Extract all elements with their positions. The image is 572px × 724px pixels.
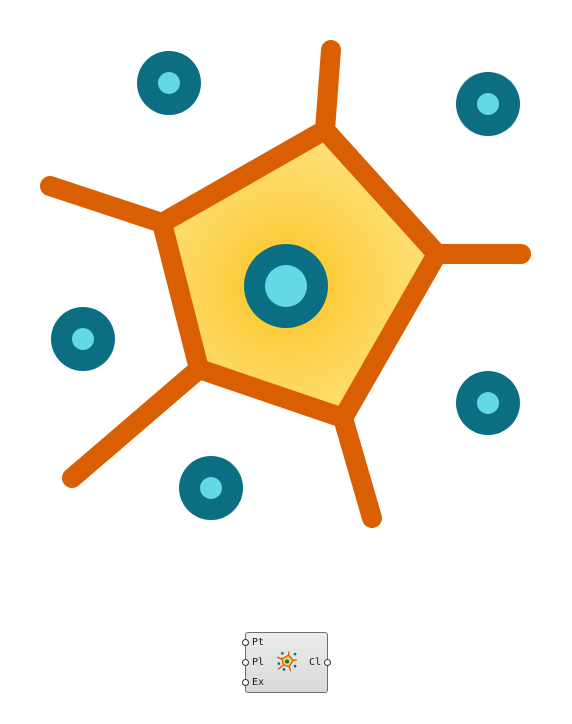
input-label-ex[interactable]: Ex [252, 677, 265, 688]
output-label-cl[interactable]: Cl [308, 657, 321, 668]
input-label-pl[interactable]: Pl [252, 657, 265, 668]
edge-ray-bottom-left [62, 359, 209, 488]
input-grip-ex[interactable] [242, 679, 249, 686]
neighbor-point [456, 72, 520, 136]
input-grip-pt[interactable] [242, 639, 249, 646]
neighbor-point [51, 307, 115, 371]
cell-center-point [244, 244, 328, 328]
input-label-pt[interactable]: Pt [252, 637, 265, 648]
neighbor-point [137, 51, 201, 115]
neighbor-point [456, 371, 520, 435]
voronoi-cell-component[interactable]: Pt Pl Ex Cl [242, 632, 331, 693]
output-grip-cl[interactable] [324, 659, 331, 666]
voronoi-cell-illustration [40, 40, 531, 528]
voronoi-cell-icon [276, 651, 298, 672]
neighbor-point [179, 456, 243, 520]
edge-ray-left [40, 176, 172, 233]
input-grip-pl[interactable] [242, 659, 249, 666]
edge-ray-bottom [333, 408, 382, 528]
voronoi-edges [40, 40, 531, 528]
edge-ray-top [315, 40, 341, 140]
